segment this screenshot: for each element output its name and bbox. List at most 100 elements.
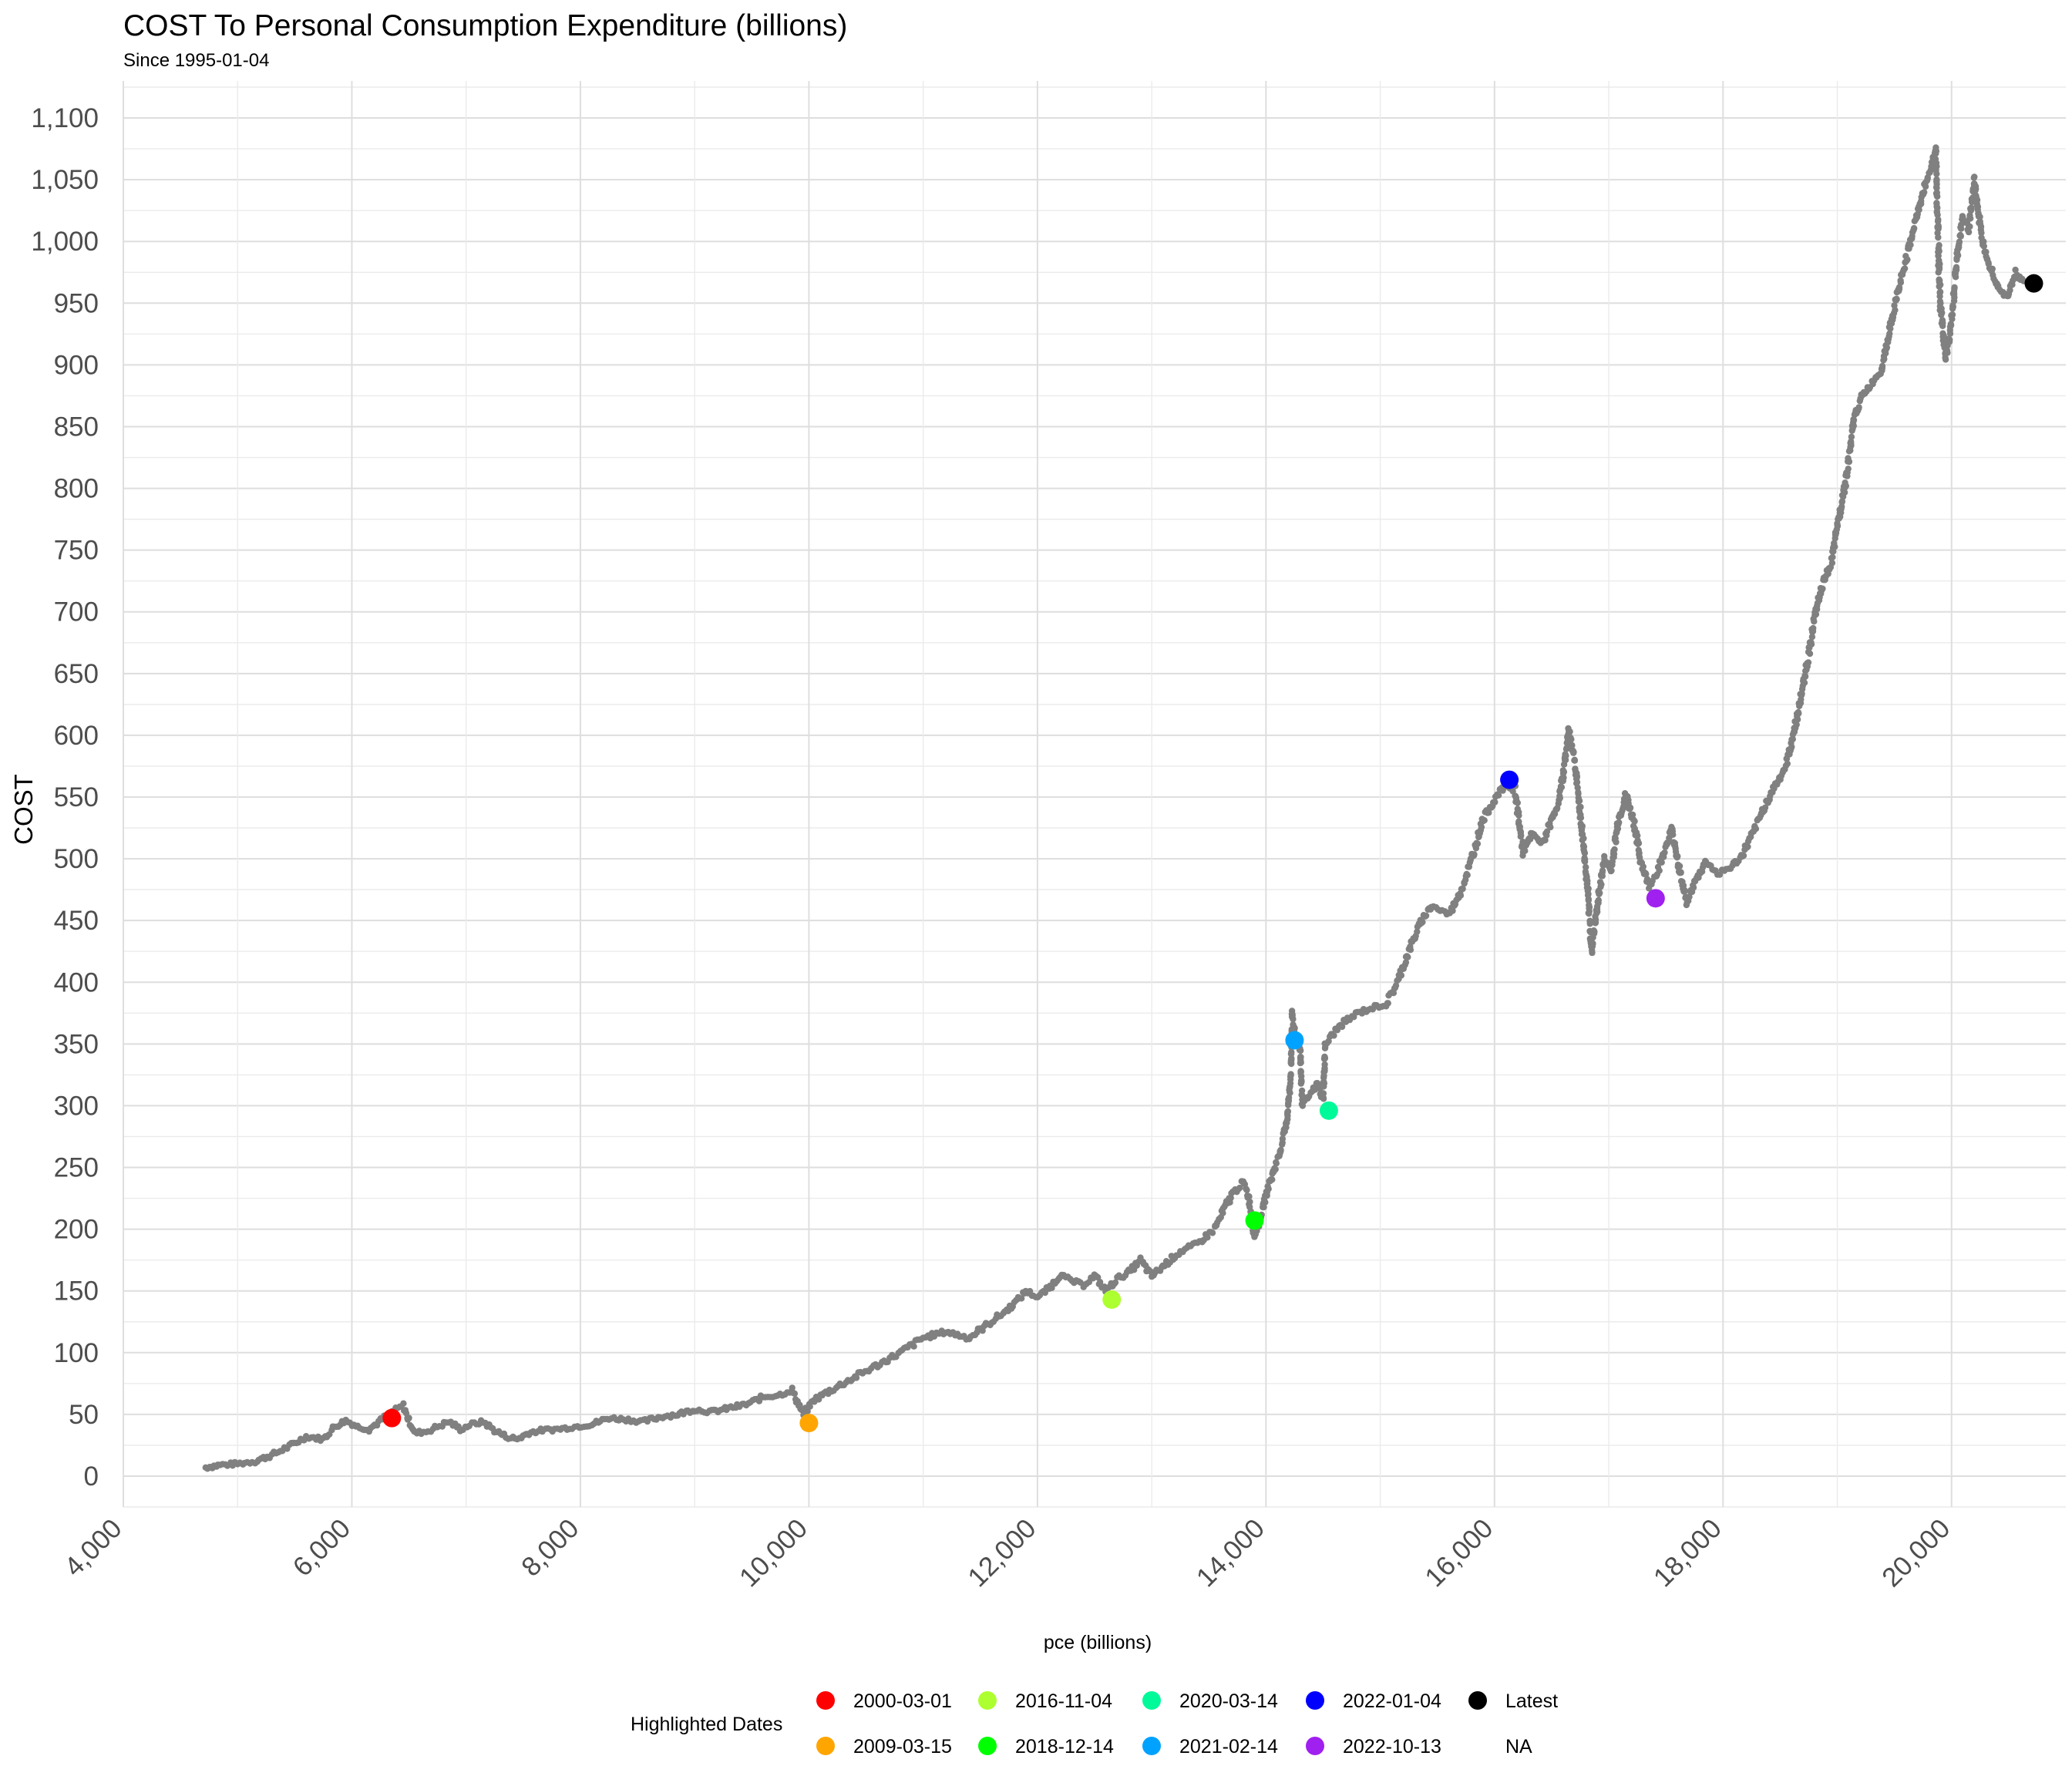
scatter-point xyxy=(1265,1186,1272,1192)
scatter-point xyxy=(1569,742,1576,749)
scatter-point xyxy=(1495,792,1502,799)
scatter-point xyxy=(1788,743,1795,750)
scatter-point xyxy=(1974,204,1982,210)
x-tick-label: 6,000 xyxy=(288,1513,357,1583)
y-tick-label: 0 xyxy=(84,1462,99,1492)
scatter-point xyxy=(1934,211,1941,218)
scatter-point xyxy=(1204,1234,1211,1241)
scatter-point xyxy=(1581,849,1589,856)
scatter-point xyxy=(1631,818,1638,825)
scatter-point xyxy=(1829,553,1836,560)
scatter-point xyxy=(1566,728,1573,735)
x-tick-label: 20,000 xyxy=(1876,1513,1956,1593)
scatter-point xyxy=(1384,1000,1391,1007)
scatter-point xyxy=(1936,242,1942,249)
scatter-point xyxy=(1478,823,1485,831)
scatter-point xyxy=(1883,344,1891,352)
scatter-point xyxy=(1595,896,1602,904)
legend-swatch xyxy=(1142,1691,1161,1710)
scatter-point xyxy=(1916,207,1922,214)
scatter-point xyxy=(1297,1059,1304,1066)
scatter-point xyxy=(1897,279,1905,286)
scatter-point xyxy=(1277,1146,1284,1154)
y-tick-label: 150 xyxy=(54,1276,99,1307)
scatter-point xyxy=(1946,327,1953,334)
scatter-point xyxy=(1842,483,1849,489)
y-axis-title: COST xyxy=(9,774,38,845)
scatter-point xyxy=(1812,610,1820,618)
scatter-point xyxy=(1568,735,1575,743)
scatter-point xyxy=(1629,811,1636,819)
scatter-point xyxy=(1018,1295,1025,1302)
scatter-point xyxy=(1886,330,1893,337)
y-tick-label: 1,000 xyxy=(31,227,99,257)
scatter-point xyxy=(1845,458,1853,466)
scatter-point xyxy=(1958,225,1965,232)
legend-label: Latest xyxy=(1505,1690,1558,1712)
scatter-point xyxy=(1965,228,1973,236)
y-tick-label: 750 xyxy=(54,536,99,566)
scatter-point xyxy=(1288,1056,1295,1064)
scatter-point xyxy=(979,1327,986,1334)
legend-label: 2021-02-14 xyxy=(1179,1736,1278,1758)
scatter-point xyxy=(1422,912,1430,920)
scatter-point xyxy=(1635,839,1643,847)
scatter-point xyxy=(1690,884,1697,891)
legend-swatch xyxy=(978,1691,997,1710)
scatter-point xyxy=(1907,241,1914,248)
legend-label: 2000-03-01 xyxy=(853,1690,952,1712)
y-axis-ticks: 0 50 100 150 200 250 300 350 400 450 500 550 600 650 7… xyxy=(31,103,99,1492)
y-tick-label: 50 xyxy=(69,1400,99,1430)
scatter-point xyxy=(1419,919,1426,926)
scatter-point xyxy=(1404,954,1411,960)
legend-label: 2009-03-15 xyxy=(853,1736,952,1758)
scatter-point xyxy=(1579,822,1586,829)
scatter-point xyxy=(1789,735,1796,743)
scatter-point xyxy=(1895,285,1903,292)
scatter-point xyxy=(1939,309,1946,317)
scatter-point xyxy=(1954,252,1962,259)
scatter-point xyxy=(1236,1184,1243,1192)
y-tick-label: 300 xyxy=(54,1091,99,1121)
scatter-point xyxy=(1841,489,1848,496)
scatter-point xyxy=(1570,749,1577,756)
scatter-point xyxy=(1407,947,1414,954)
scatter-point xyxy=(1934,204,1941,212)
scatter-point xyxy=(1593,906,1601,913)
scatter-point xyxy=(1522,847,1529,855)
x-tick-label: 18,000 xyxy=(1648,1513,1727,1593)
scatter-point xyxy=(1284,1108,1292,1115)
scatter-point xyxy=(1526,836,1534,843)
scatter-point xyxy=(1589,949,1596,957)
legend-swatch xyxy=(1468,1691,1487,1710)
scatter-point xyxy=(1449,907,1456,914)
scatter-point xyxy=(1227,1194,1234,1202)
y-tick-label: 700 xyxy=(54,597,99,627)
scatter-point xyxy=(1670,831,1677,839)
x-tick-label: 14,000 xyxy=(1191,1513,1270,1593)
scatter-point xyxy=(1607,867,1615,875)
scatter-point xyxy=(1611,846,1618,853)
scatter-point xyxy=(1850,422,1857,429)
scatter-point xyxy=(1297,1047,1304,1054)
legend-swatch xyxy=(978,1737,997,1755)
scatter-point xyxy=(755,1398,763,1404)
scatter-point xyxy=(1474,840,1482,847)
scatter-point xyxy=(1932,147,1940,155)
scatter-point xyxy=(1935,222,1942,229)
scatter-point xyxy=(1547,823,1554,831)
y-tick-label: 650 xyxy=(54,659,99,689)
scatter-point xyxy=(1686,893,1693,900)
scatter-point xyxy=(1784,760,1791,767)
x-tick-label: 12,000 xyxy=(962,1513,1041,1593)
scatter-point xyxy=(1048,1284,1055,1292)
scatter-point xyxy=(1320,1090,1327,1097)
x-tick-label: 16,000 xyxy=(1419,1513,1498,1593)
scatter-point xyxy=(400,1400,407,1407)
legend-title: Highlighted Dates xyxy=(631,1714,782,1735)
scatter-point xyxy=(1794,716,1801,723)
scatter-point xyxy=(1658,859,1665,866)
legend-label: 2022-10-13 xyxy=(1343,1736,1441,1758)
legend: Highlighted Dates 2000-03-01 2009-03-15 20… xyxy=(631,1690,1558,1758)
scatter-point xyxy=(1944,349,1951,356)
